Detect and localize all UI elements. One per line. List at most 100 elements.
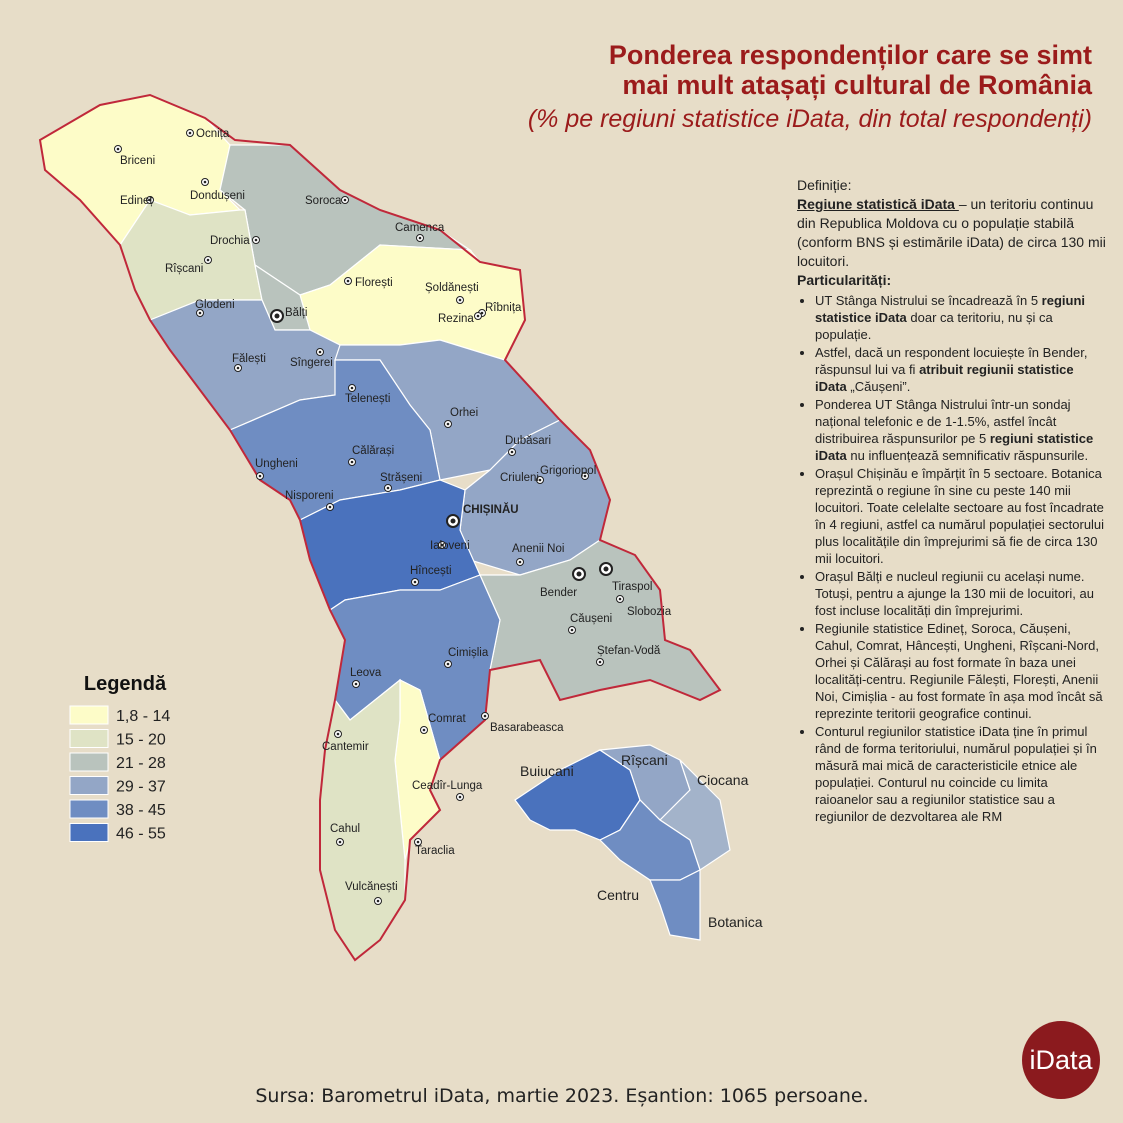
city-dot-center xyxy=(254,238,258,242)
bullet: Regiunile statistice Edineț, Soroca, Cău… xyxy=(815,620,1109,722)
city-label: Slobozia xyxy=(627,606,672,618)
city-label: Cahul xyxy=(330,823,360,835)
city-dot-center xyxy=(386,486,390,490)
sector-label: Ciocana xyxy=(697,772,749,788)
sector xyxy=(649,869,701,941)
city-dot-center xyxy=(518,560,522,564)
city-label: Ceadîr-Lunga xyxy=(412,780,483,792)
city-label: Glodeni xyxy=(195,299,235,311)
source: Sursa: Barometrul iData, martie 2023. Eș… xyxy=(255,1085,868,1107)
bullet-text: Regiunile statistice Edineț, Soroca, Cău… xyxy=(815,621,1103,721)
city-label: Comrat xyxy=(428,713,467,725)
bullet-text: regiuni statistice iData xyxy=(815,431,1094,463)
city-dot-center xyxy=(458,298,462,302)
city-label: Criuleni xyxy=(500,472,539,484)
city-label: CHIȘINĂU xyxy=(463,503,519,516)
bullet-text: regiuni statistice iData xyxy=(815,293,1085,325)
city-label: Anenii Noi xyxy=(512,543,564,555)
definition-text: – un teritoriu continuu din Republica Mo… xyxy=(797,196,1106,269)
legend-label: 21 - 28 xyxy=(116,755,166,772)
bullet-text: Ponderea UT Stânga Nistrului într-un son… xyxy=(815,397,1071,446)
city-label: Nisporeni xyxy=(285,490,334,502)
city-dot-center xyxy=(350,386,354,390)
city-dot-center xyxy=(476,314,480,318)
legend-label: 29 - 37 xyxy=(116,779,166,796)
city-dot-center xyxy=(258,474,262,478)
regions xyxy=(39,94,721,961)
city-dot-center xyxy=(413,580,417,584)
city-dot-center xyxy=(376,899,380,903)
city-label: Vulcănești xyxy=(345,881,398,893)
city-label: Rîșcani xyxy=(165,263,203,275)
legend-label: 15 - 20 xyxy=(116,732,166,749)
city-label: Rezina xyxy=(438,313,474,325)
city-dot-center xyxy=(338,840,342,844)
city-label: Ialoveni xyxy=(430,540,470,552)
bullet-text: doar ca teritoriu, nu și ca populație. xyxy=(815,310,1053,342)
city-label: Edineț xyxy=(120,195,153,207)
city-label: Leova xyxy=(350,667,382,679)
legend-swatch xyxy=(69,705,109,725)
bullet-text: Conturul regiunilor statistice iData țin… xyxy=(815,724,1097,824)
city-dot-center xyxy=(318,350,322,354)
city-dot-center xyxy=(603,566,609,572)
bullet: UT Stânga Nistrului se încadrează în 5 r… xyxy=(815,292,1109,343)
bullet-text: UT Stânga Nistrului se încadrează în 5 xyxy=(815,293,1042,308)
city-dot-center xyxy=(458,795,462,799)
bullet-text: atribuit regiunii statistice iData xyxy=(815,362,1074,394)
legend: Legendă 1,8 - 14 15 - 20 21 - 28 29 - 37 38 … xyxy=(69,673,170,843)
bullet: Orașul Chișinău e împărțit în 5 sectoare… xyxy=(815,465,1109,567)
city-label: Drochia xyxy=(210,235,250,247)
sector-label: Rîșcani xyxy=(621,752,668,768)
city-label: Telenești xyxy=(345,393,390,405)
city-dot-center xyxy=(274,313,280,319)
city-label: Ocnița xyxy=(196,128,230,140)
city-label: Dubăsari xyxy=(505,435,551,447)
city-dot-center xyxy=(510,450,514,454)
city-label: Fălești xyxy=(232,353,266,365)
city-dot-center xyxy=(422,728,426,732)
logo-circle xyxy=(1022,1021,1100,1099)
city-dot-center xyxy=(576,571,582,577)
city-dot-center xyxy=(203,180,207,184)
city-label: Ungheni xyxy=(255,458,298,470)
city-dot-center xyxy=(188,131,192,135)
city-labels: Ocnița Briceni Edineț Dondușeni Soroca Camenc… xyxy=(114,128,672,905)
city-label: Bălți xyxy=(285,307,307,319)
bullet: Conturul regiunilor statistice iData țin… xyxy=(815,723,1109,825)
city-dot-center xyxy=(598,660,602,664)
legend-title: Legendă xyxy=(84,673,167,695)
city-label: Briceni xyxy=(120,155,155,167)
city-dot-center xyxy=(328,505,332,509)
city-label: Rîbnița xyxy=(485,302,522,314)
city-dot-center xyxy=(418,236,422,240)
city-dot-center xyxy=(354,682,358,686)
title-line: Ponderea respondenților care se simt xyxy=(609,40,1092,70)
city-dot-center xyxy=(583,474,587,478)
bullet-text: Astfel, dacă un respondent locuiește în … xyxy=(815,345,1088,377)
city-dot-center xyxy=(446,662,450,666)
sector-label: Botanica xyxy=(708,914,763,930)
city-label: Cimișlia xyxy=(448,647,489,659)
city-dot-center xyxy=(440,543,444,547)
city-label: Dondușeni xyxy=(190,190,245,202)
city-dot-center xyxy=(483,714,487,718)
city-label: Tiraspol xyxy=(612,581,652,593)
city-label: Cantemir xyxy=(322,741,369,753)
bullets: UT Stânga Nistrului se încadrează în 5 r… xyxy=(797,292,1109,825)
city-dot-center xyxy=(450,518,456,524)
city-label: Șoldănești xyxy=(425,282,479,294)
city-label: Căușeni xyxy=(570,613,612,625)
sector xyxy=(598,799,701,881)
city-label: Hîncești xyxy=(410,565,452,577)
city-dot-center xyxy=(346,279,350,283)
sector-label: Centru xyxy=(597,887,639,903)
chisinau-inset xyxy=(514,744,731,941)
logo: iData xyxy=(1029,1045,1093,1075)
city-dot-center xyxy=(148,198,152,202)
city-label: Orhei xyxy=(450,407,478,419)
text-panel: Definiție: Regiune statistică iData – un… xyxy=(797,176,1109,826)
city-label: Strășeni xyxy=(380,472,422,484)
city-label: Florești xyxy=(355,277,393,289)
